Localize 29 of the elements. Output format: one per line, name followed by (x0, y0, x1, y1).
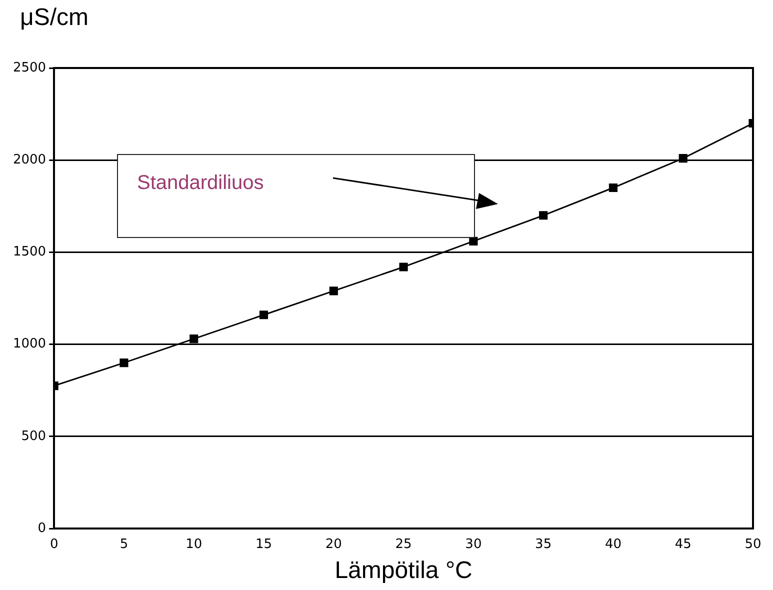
x-tick-label: 40 (604, 536, 622, 552)
y-axis-title: μS/cm (20, 4, 88, 32)
point (399, 262, 408, 272)
x-tick-label: 5 (120, 536, 128, 552)
text: Standardiliuos (137, 172, 264, 195)
point (608, 183, 618, 192)
point (329, 286, 338, 296)
x-tick-label: 0 (50, 536, 58, 552)
y-tick-label: 500 (21, 428, 46, 444)
y-tick-label: 2500 (12, 60, 46, 76)
x-tick-label: 10 (186, 536, 202, 552)
x-tick-label: 50 (744, 536, 762, 552)
y-tick-label: 1000 (12, 336, 46, 352)
point (539, 211, 548, 220)
point (190, 334, 198, 344)
y-tick-label: 1500 (12, 244, 46, 260)
y-tick-label: 2000 (12, 152, 46, 168)
x-tick-label: 15 (255, 536, 272, 552)
x-tick-label: 25 (395, 536, 412, 552)
x-tick-label: 30 (465, 536, 482, 552)
point (259, 310, 268, 320)
y-tick-label: 0 (38, 520, 46, 536)
x-tick-label: 20 (325, 536, 342, 552)
x-tick-label: 35 (535, 536, 552, 552)
x-axis-title: Lämpötila °C (334, 557, 472, 584)
x-tick-label: 45 (674, 536, 692, 552)
point (678, 154, 688, 163)
point (469, 236, 478, 246)
point (120, 358, 128, 368)
